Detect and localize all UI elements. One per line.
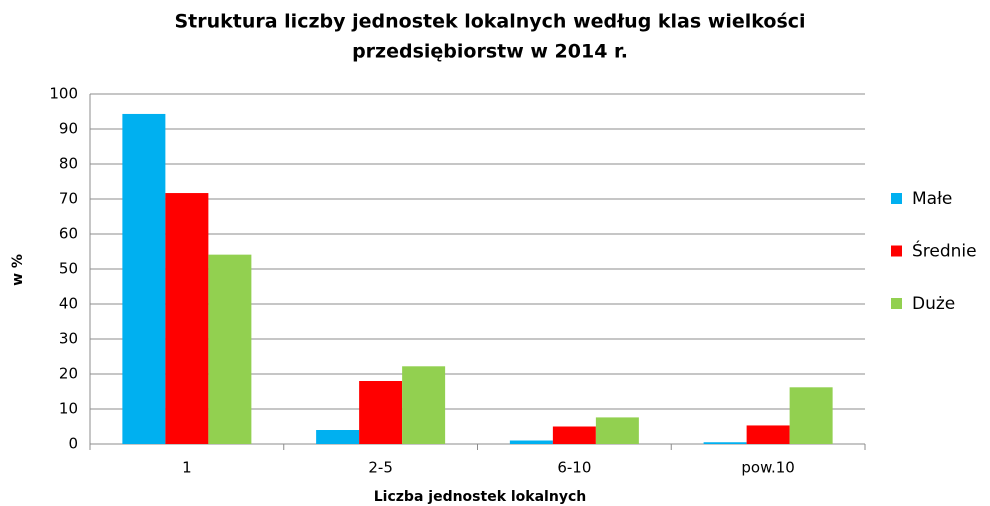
bar — [703, 442, 747, 444]
y-tick-label: 50 — [59, 260, 78, 278]
legend-swatch — [891, 245, 902, 257]
bar — [509, 440, 553, 444]
bar — [789, 387, 833, 444]
x-axis-title: Liczba jednostek lokalnych — [374, 489, 586, 505]
y-tick-label: 70 — [59, 190, 78, 208]
y-tick-label: 0 — [68, 435, 78, 453]
bar — [359, 381, 403, 444]
legend-label: Średnie — [912, 240, 977, 262]
bar — [595, 417, 639, 444]
legend-swatch — [891, 193, 902, 204]
bar — [402, 366, 446, 444]
bar — [165, 193, 209, 444]
legend-label: Małe — [912, 189, 952, 209]
bar — [122, 113, 166, 444]
y-axis-title: w % — [10, 254, 26, 286]
chart-title: Struktura liczby jednostek lokalnych wed… — [174, 11, 805, 33]
bar — [746, 425, 790, 444]
y-tick-label: 40 — [59, 295, 78, 313]
x-tick-label: 1 — [182, 459, 192, 477]
y-tick-label: 30 — [59, 330, 78, 348]
y-tick-label: 80 — [59, 155, 78, 173]
bar — [208, 254, 252, 444]
bar — [552, 426, 596, 444]
y-tick-label: 60 — [59, 225, 78, 243]
y-tick-label: 10 — [59, 400, 78, 418]
bar — [316, 430, 360, 444]
y-tick-label: 20 — [59, 365, 78, 383]
legend-label: Duże — [912, 294, 955, 314]
y-tick-label: 100 — [49, 85, 78, 103]
x-tick-label: 2-5 — [368, 459, 393, 477]
y-tick-label: 90 — [59, 120, 78, 138]
x-tick-label: pow.10 — [741, 459, 794, 477]
legend-swatch — [891, 298, 902, 309]
x-tick-label: 6-10 — [557, 459, 591, 477]
chart-title: przedsiębiorstw w 2014 r. — [352, 41, 628, 63]
